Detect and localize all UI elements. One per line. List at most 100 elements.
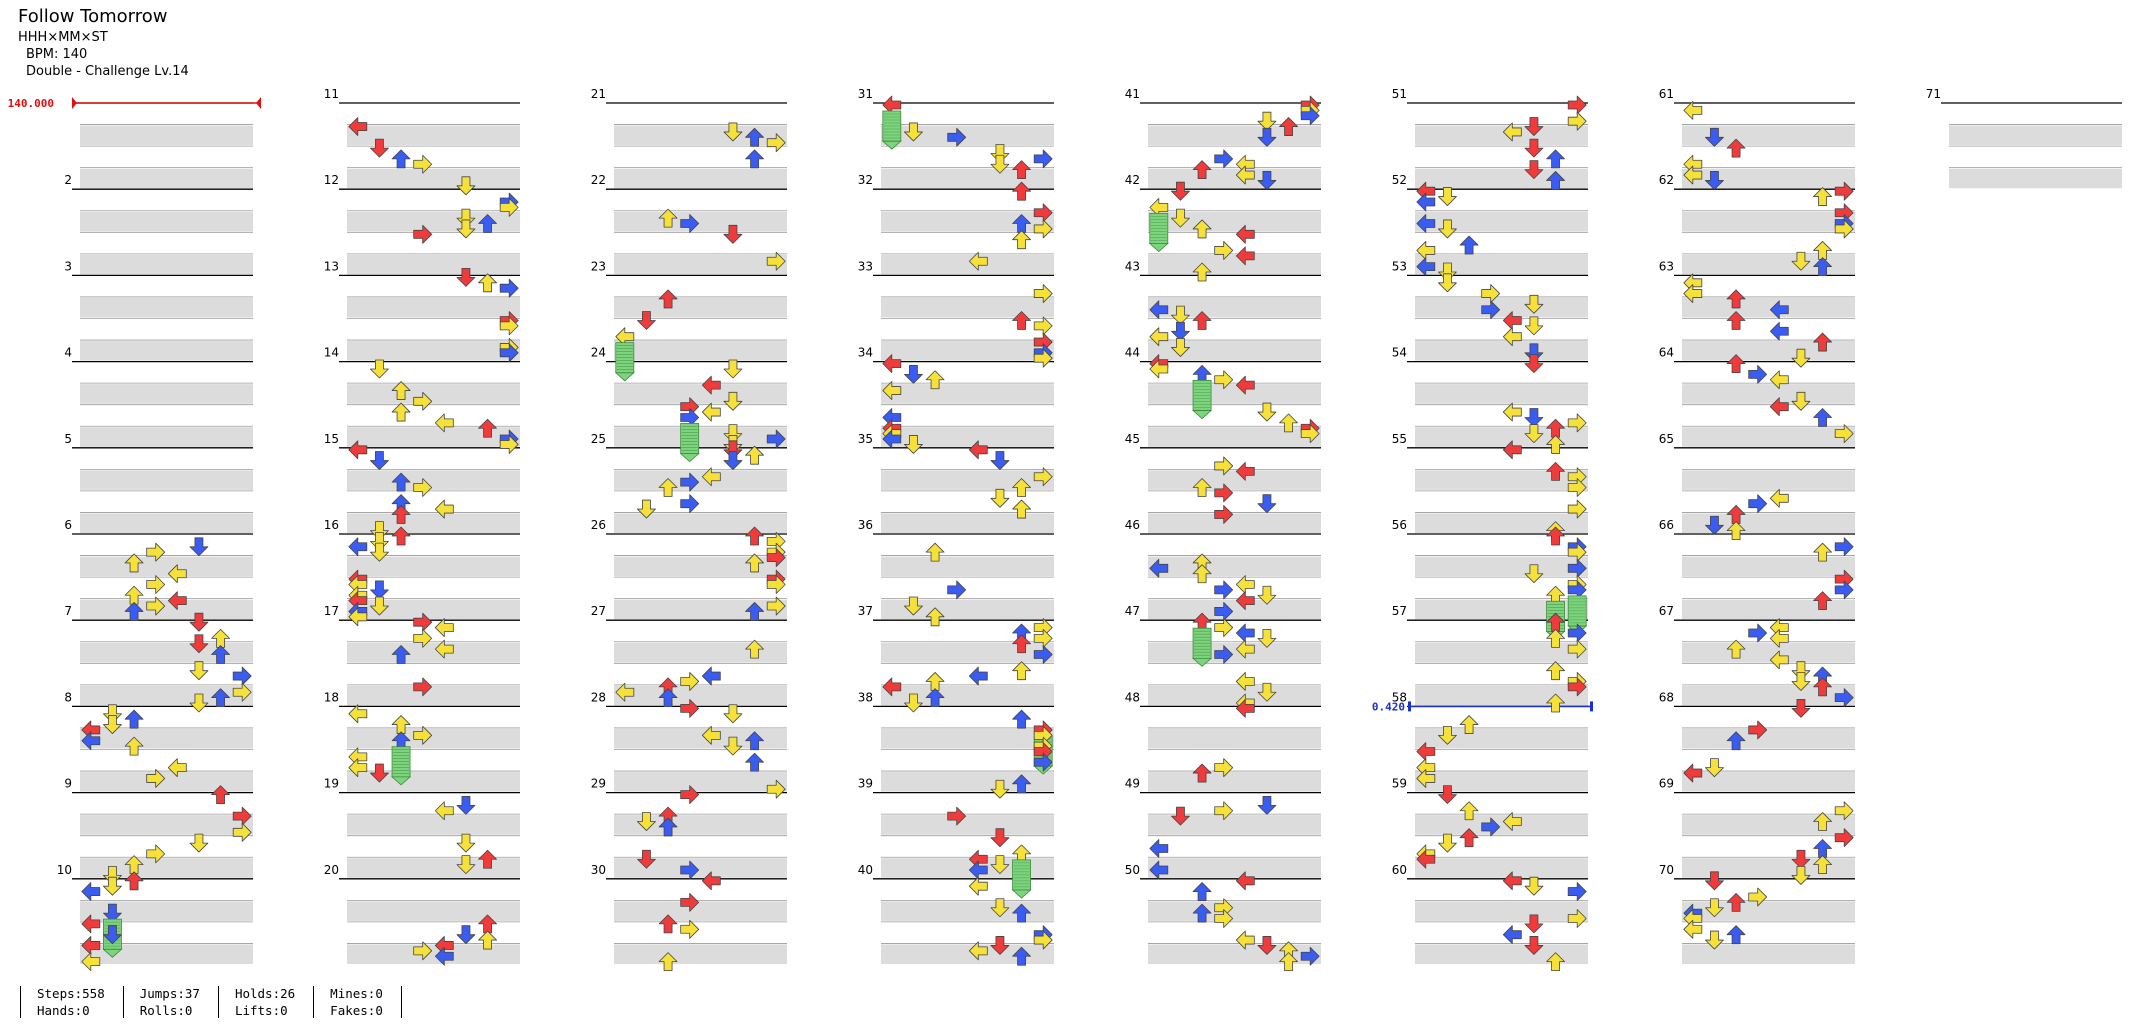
arrow-shape (1012, 903, 1031, 923)
beat-band (1148, 513, 1321, 533)
beat-band (1682, 427, 1855, 447)
beat-band (347, 341, 520, 361)
step-arrow (1192, 262, 1212, 282)
arrow-shape (701, 467, 721, 487)
step-arrow (478, 930, 497, 950)
arrow-shape (1791, 251, 1811, 271)
arrow-shape (434, 618, 454, 637)
arrow-shape (167, 591, 187, 611)
beat-band (1682, 168, 1855, 189)
arrow-shape (882, 677, 902, 697)
arrow-shape (1033, 284, 1053, 303)
step-arrow (968, 440, 988, 460)
measure-number: 16 (324, 518, 339, 532)
beat-band (881, 470, 1054, 490)
step-arrow (434, 801, 454, 821)
step-arrow (146, 575, 166, 594)
step-arrow (766, 575, 786, 594)
beat-band (1949, 125, 2122, 146)
arrow-shape (1769, 628, 1789, 648)
arrow-shape (1149, 359, 1169, 379)
step-arrow (1705, 930, 1724, 950)
measure-number: 45 (1125, 432, 1140, 446)
beat-band (1415, 815, 1588, 835)
arrow-shape (637, 499, 656, 519)
step-arrow (1214, 370, 1234, 390)
step-arrow (370, 763, 389, 783)
step-arrow (1705, 898, 1724, 918)
measure-1 (72, 102, 253, 189)
arrow-shape (1502, 812, 1522, 831)
step-arrow (434, 946, 454, 966)
step-arrow (124, 736, 144, 756)
arrow-shape (882, 381, 902, 400)
arrow-shape (1235, 375, 1255, 395)
hold-note (1148, 212, 1169, 253)
arrow-shape (81, 882, 101, 901)
stats-col-steps: Steps:558 Hands:0 (20, 986, 123, 1018)
step-arrow (723, 391, 743, 411)
arrow-shape (456, 855, 476, 875)
measure-4 (72, 360, 253, 447)
arrow-shape (124, 553, 144, 573)
arrow-shape (232, 682, 252, 702)
arrow-shape (1279, 952, 1298, 972)
arrow-shape (499, 435, 519, 454)
step-arrow (1171, 321, 1190, 341)
step-arrow (499, 197, 519, 217)
measure-number: 57 (1392, 604, 1407, 618)
step-arrow (1705, 171, 1724, 190)
step-arrow (882, 429, 902, 449)
beat-band (1415, 125, 1588, 146)
step-arrow (103, 903, 122, 923)
hold-tail (1192, 410, 1213, 420)
step-arrow (1459, 828, 1479, 848)
beat-band (347, 772, 520, 792)
step-arrow (723, 451, 743, 470)
arrow-shape (1214, 505, 1234, 524)
arrow-shape (478, 273, 497, 293)
step-arrow (1524, 876, 1544, 896)
beat-band (1682, 513, 1855, 533)
arrow-shape (1279, 117, 1298, 136)
arrow-shape (1459, 801, 1479, 821)
step-arrow (370, 596, 389, 616)
arrow-shape (1834, 828, 1854, 848)
arrow-shape (1192, 219, 1212, 239)
song-header: Follow Tomorrow HHH×MM×ST BPM: 140 Doubl… (18, 8, 189, 82)
step-arrow (1192, 903, 1212, 923)
step-arrow (146, 844, 166, 864)
beat-band (80, 341, 253, 361)
step-arrow (1438, 187, 1457, 206)
arrow-shape (167, 564, 187, 584)
arrow-shape (1033, 316, 1053, 336)
step-arrow (1791, 661, 1811, 681)
arrow-shape (1813, 855, 1832, 875)
measure-9 (72, 791, 253, 878)
arrow-shape (81, 914, 101, 934)
beat-band (347, 901, 520, 921)
step-arrow (1502, 327, 1522, 347)
measure-27 (606, 619, 787, 706)
step-arrow (990, 154, 1010, 174)
step-arrow (1567, 882, 1587, 901)
step-arrow (904, 596, 923, 616)
measure-43 (1140, 274, 1321, 361)
step-arrow (1546, 149, 1565, 169)
arrow-shape (478, 849, 497, 869)
step-arrow (1257, 682, 1277, 702)
arrow-shape (189, 612, 209, 632)
step-arrow (1192, 311, 1212, 330)
step-arrow (103, 715, 122, 734)
arrow-shape (167, 758, 187, 778)
arrow-shape (478, 930, 497, 950)
arrow-shape (1416, 257, 1436, 277)
arrow-shape (1524, 354, 1544, 374)
measure-number: 35 (858, 432, 873, 446)
measure-number: 46 (1125, 518, 1140, 532)
arrow-shape (1012, 311, 1031, 330)
step-arrow (1416, 769, 1436, 788)
step-arrow (745, 445, 764, 465)
step-arrow (925, 370, 945, 390)
step-arrow (1033, 930, 1053, 950)
